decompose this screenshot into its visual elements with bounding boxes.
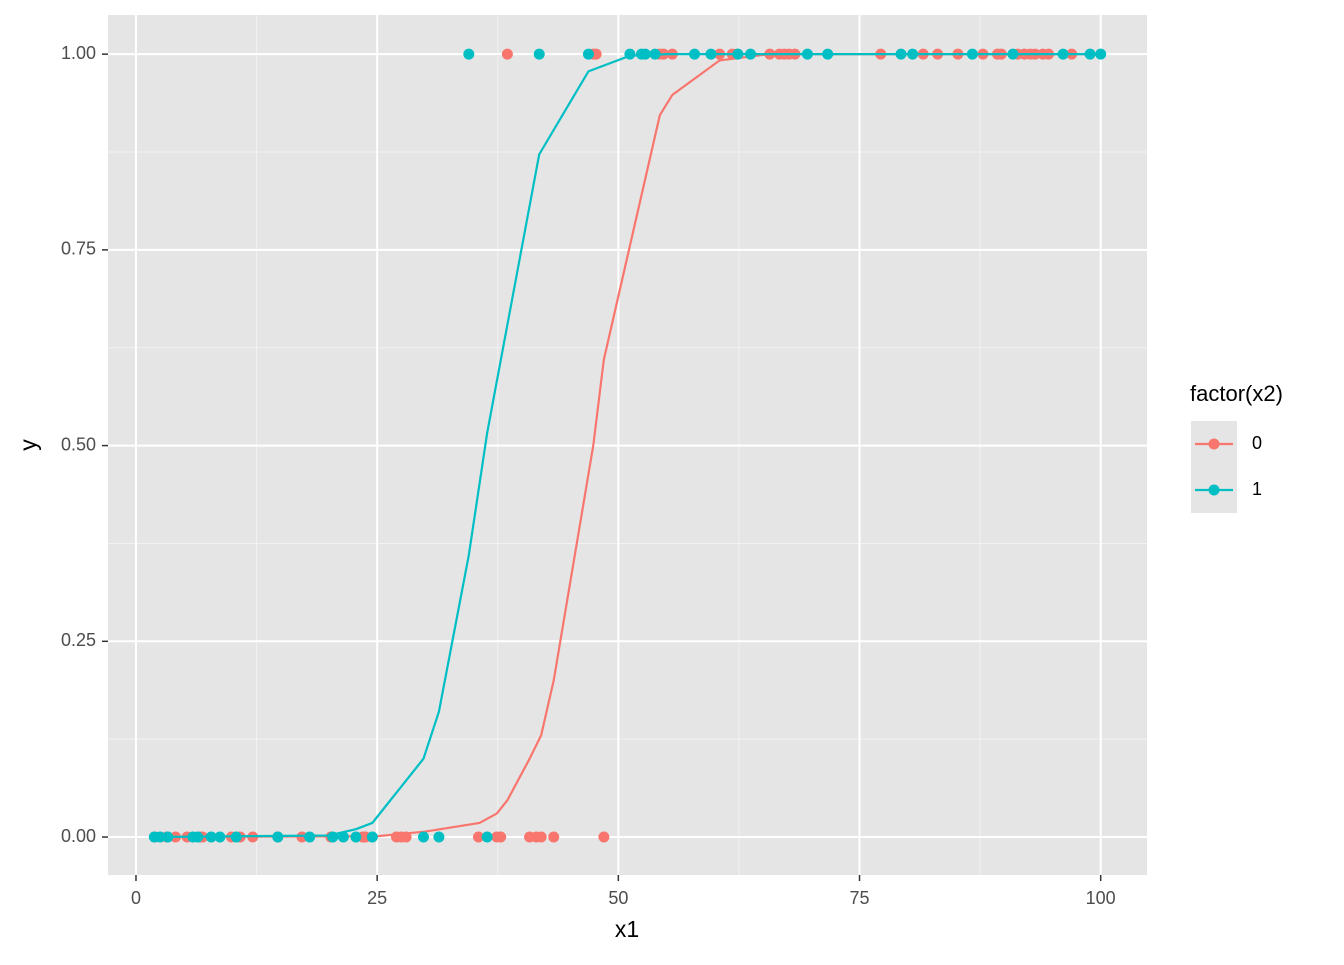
- point: [327, 831, 339, 843]
- point: [822, 48, 834, 60]
- point: [214, 831, 226, 843]
- point: [732, 48, 744, 60]
- x-axis-title: x1: [615, 916, 639, 942]
- point: [582, 48, 594, 60]
- point: [1084, 48, 1096, 60]
- point: [1095, 48, 1107, 60]
- point: [501, 48, 513, 60]
- y-tick-label: 1.00: [61, 43, 96, 63]
- y-tick-label: 0.25: [61, 630, 96, 650]
- point: [966, 48, 978, 60]
- point: [205, 831, 217, 843]
- point: [366, 831, 378, 843]
- x-tick-label: 75: [849, 888, 869, 908]
- point: [801, 48, 813, 60]
- point: [639, 48, 651, 60]
- point: [417, 831, 429, 843]
- point: [705, 48, 717, 60]
- point: [230, 831, 242, 843]
- point: [192, 831, 204, 843]
- x-tick-label: 50: [608, 888, 628, 908]
- point: [350, 831, 362, 843]
- point: [535, 831, 547, 843]
- point: [162, 831, 174, 843]
- point: [548, 831, 560, 843]
- y-tick-label: 0.75: [61, 239, 96, 259]
- point: [400, 831, 412, 843]
- point: [481, 831, 493, 843]
- point: [745, 48, 757, 60]
- x-tick-label: 100: [1086, 888, 1116, 908]
- point: [304, 831, 316, 843]
- point: [895, 48, 907, 60]
- point: [1007, 48, 1019, 60]
- y-axis-title: y: [15, 439, 41, 451]
- legend-label: 1: [1252, 479, 1262, 499]
- legend-title: factor(x2): [1190, 381, 1283, 406]
- point: [472, 831, 484, 843]
- point: [463, 48, 475, 60]
- point: [649, 48, 661, 60]
- point: [154, 831, 166, 843]
- point: [590, 48, 602, 60]
- point: [433, 831, 445, 843]
- x-tick-label: 25: [367, 888, 387, 908]
- point: [624, 48, 636, 60]
- x-tick-label: 0: [131, 888, 141, 908]
- legend-key-background: [1191, 421, 1237, 513]
- point: [495, 831, 507, 843]
- point: [272, 831, 284, 843]
- point: [533, 48, 545, 60]
- legend-label: 0: [1252, 433, 1262, 453]
- y-tick-label: 0.50: [61, 434, 96, 454]
- point: [689, 48, 701, 60]
- point: [907, 48, 919, 60]
- legend-key-point: [1208, 438, 1220, 450]
- point: [598, 831, 610, 843]
- point: [1057, 48, 1069, 60]
- legend-key-point: [1208, 484, 1220, 496]
- point: [337, 831, 349, 843]
- y-tick-label: 0.00: [61, 826, 96, 846]
- point: [296, 831, 308, 843]
